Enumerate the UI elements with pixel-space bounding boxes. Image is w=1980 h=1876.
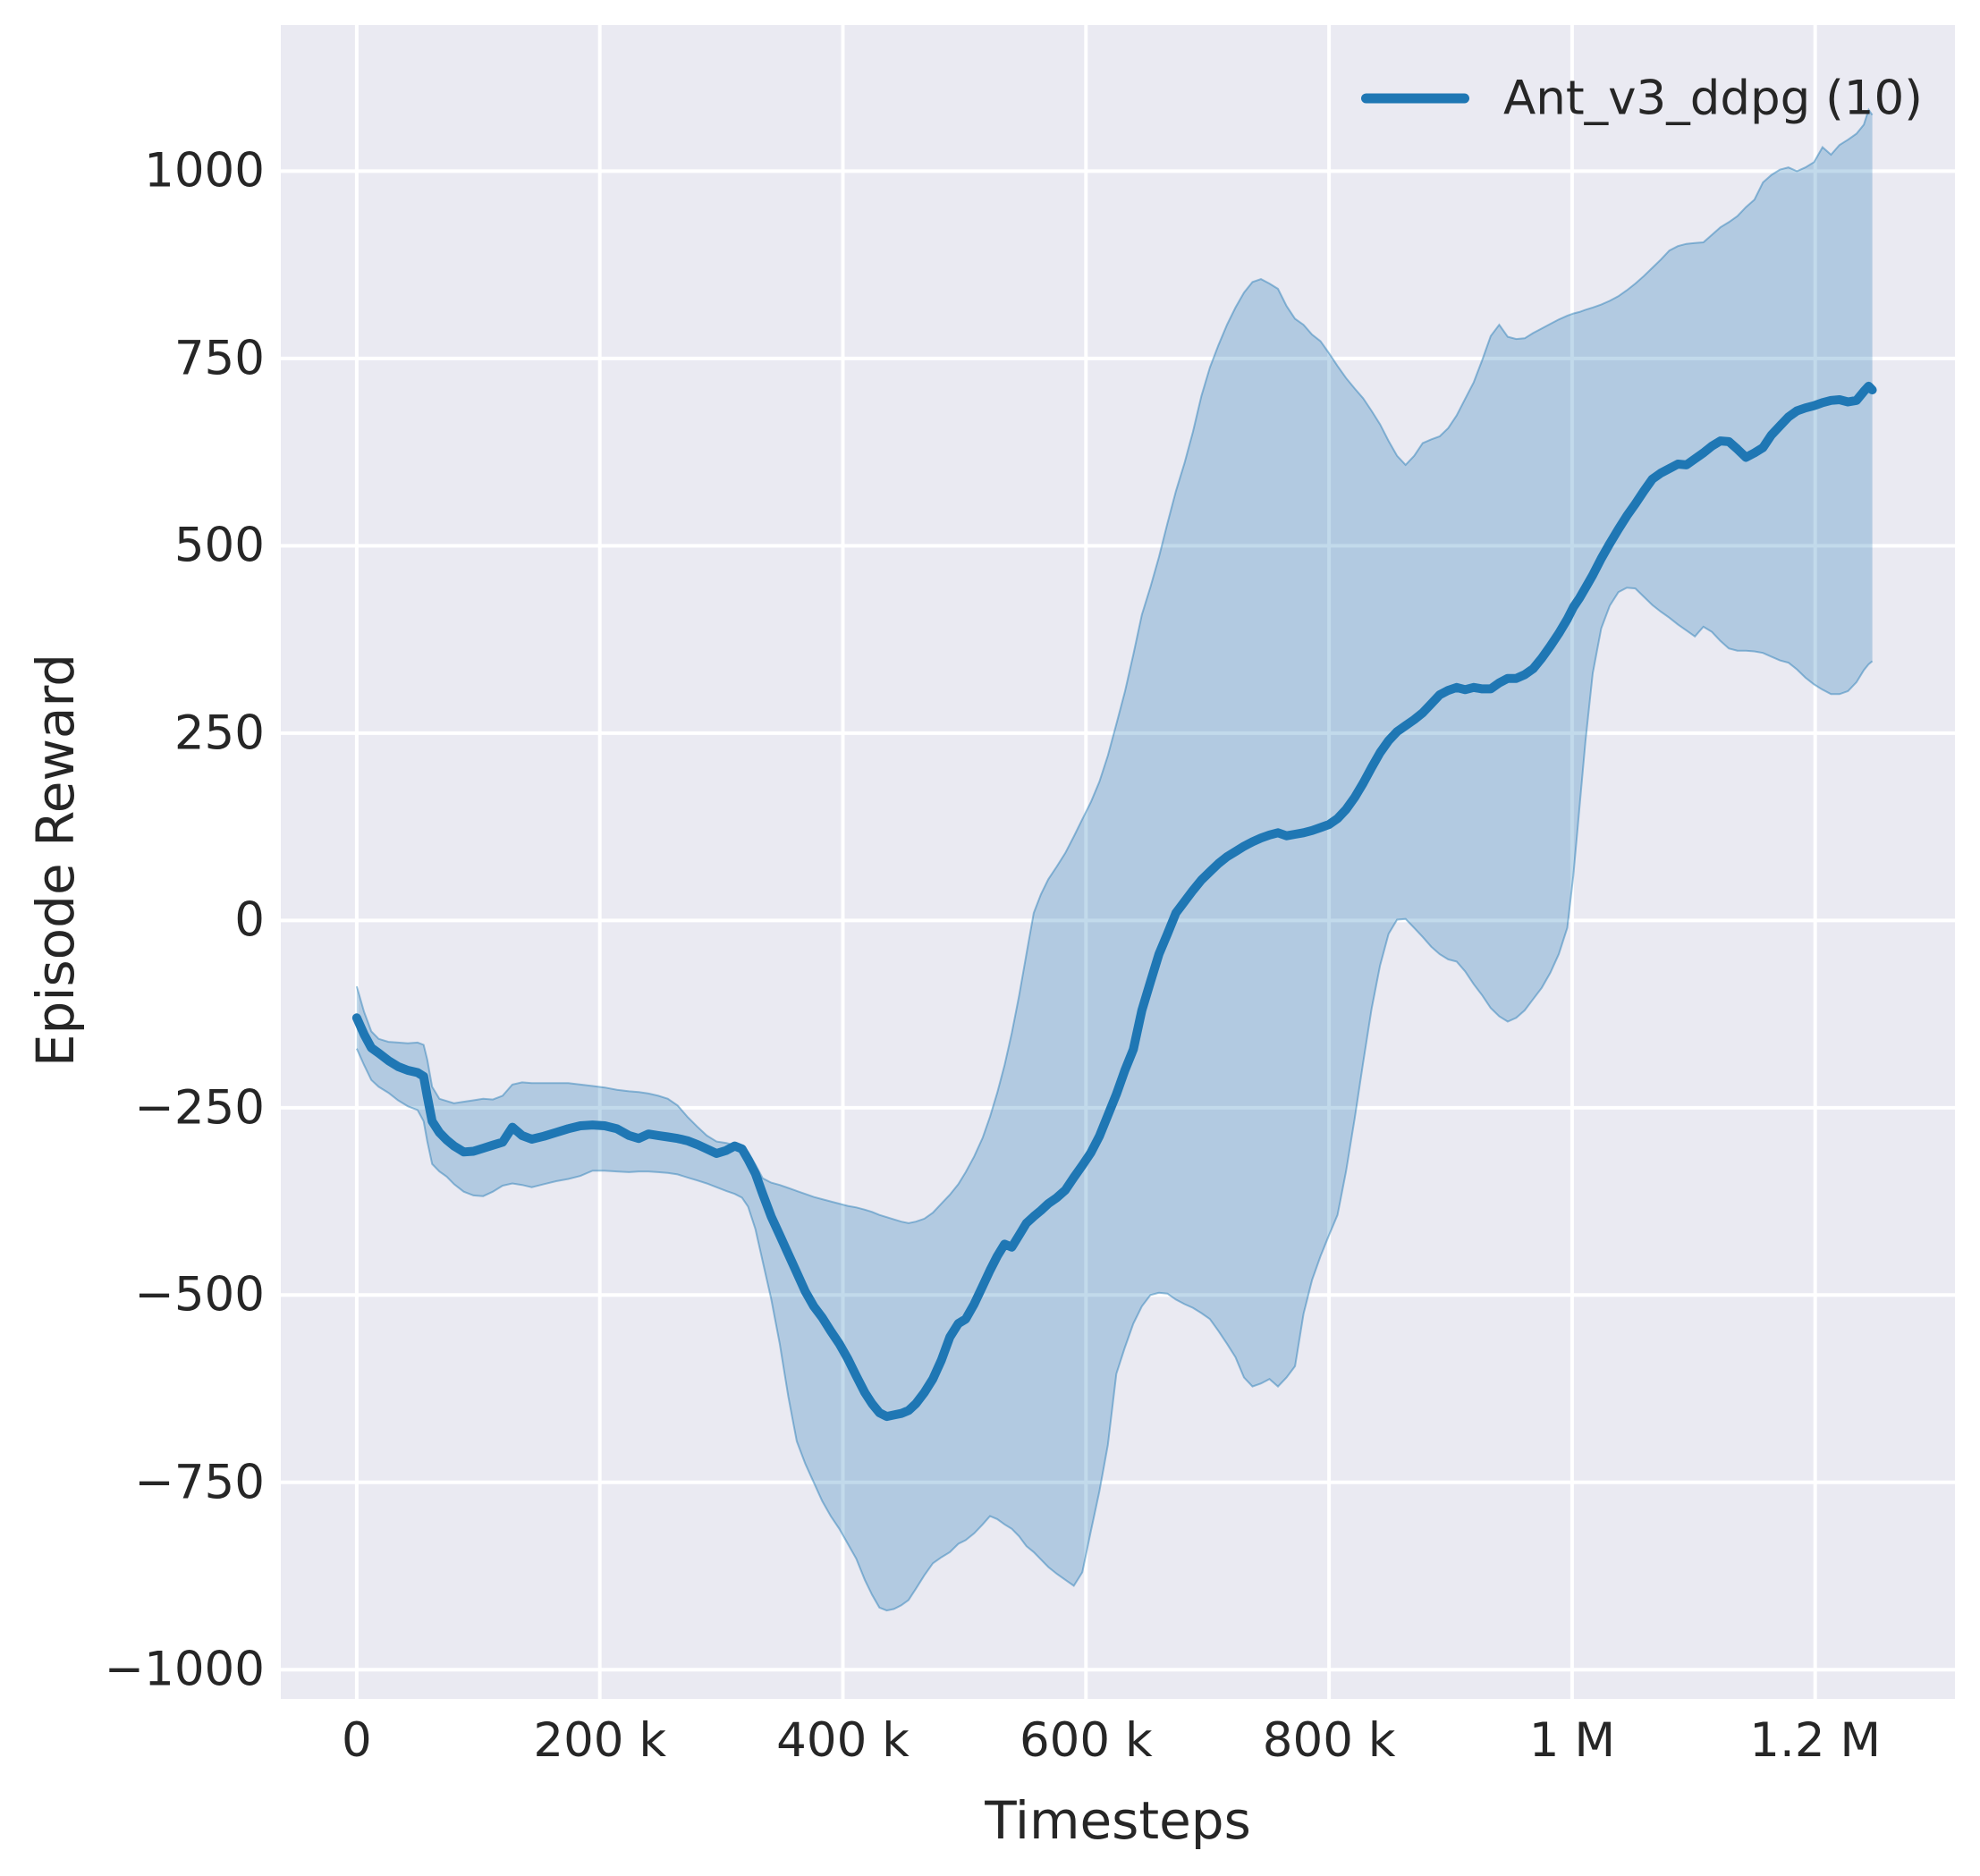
y-axis-label: Episode Reward bbox=[25, 653, 86, 1068]
y-tick-label: −1000 bbox=[104, 1642, 265, 1697]
legend-entry-label: Ant_v3_ddpg (10) bbox=[1503, 71, 1923, 126]
x-tick-label: 200 k bbox=[533, 1713, 667, 1768]
y-tick-label: 750 bbox=[173, 331, 265, 386]
x-tick-label: 0 bbox=[342, 1713, 372, 1768]
y-tick-label: −750 bbox=[134, 1455, 265, 1510]
x-axis-label: Timesteps bbox=[985, 1790, 1251, 1851]
y-tick-label: 1000 bbox=[144, 143, 265, 199]
x-tick-label: 400 k bbox=[776, 1713, 910, 1768]
mean-line bbox=[351, 381, 1877, 1422]
confidence-band bbox=[356, 109, 1873, 1611]
legend-line-swatch bbox=[1361, 93, 1469, 104]
y-tick-label: 500 bbox=[173, 518, 265, 573]
y-tick-label: 250 bbox=[173, 706, 265, 761]
y-tick-label: −250 bbox=[134, 1080, 265, 1136]
legend: Ant_v3_ddpg (10) bbox=[1361, 72, 1923, 126]
x-tick-label: 1.2 M bbox=[1749, 1713, 1882, 1768]
confidence-band-top-edge bbox=[355, 107, 1874, 1224]
confidence-band-bottom-edge bbox=[355, 587, 1874, 1612]
x-tick-label: 1 M bbox=[1528, 1713, 1616, 1768]
x-tick-label: 800 k bbox=[1262, 1713, 1396, 1768]
y-tick-label: 0 bbox=[234, 892, 265, 948]
y-tick-label: −500 bbox=[134, 1267, 265, 1322]
plot-background bbox=[281, 25, 1955, 1699]
x-tick-label: 600 k bbox=[1019, 1713, 1153, 1768]
